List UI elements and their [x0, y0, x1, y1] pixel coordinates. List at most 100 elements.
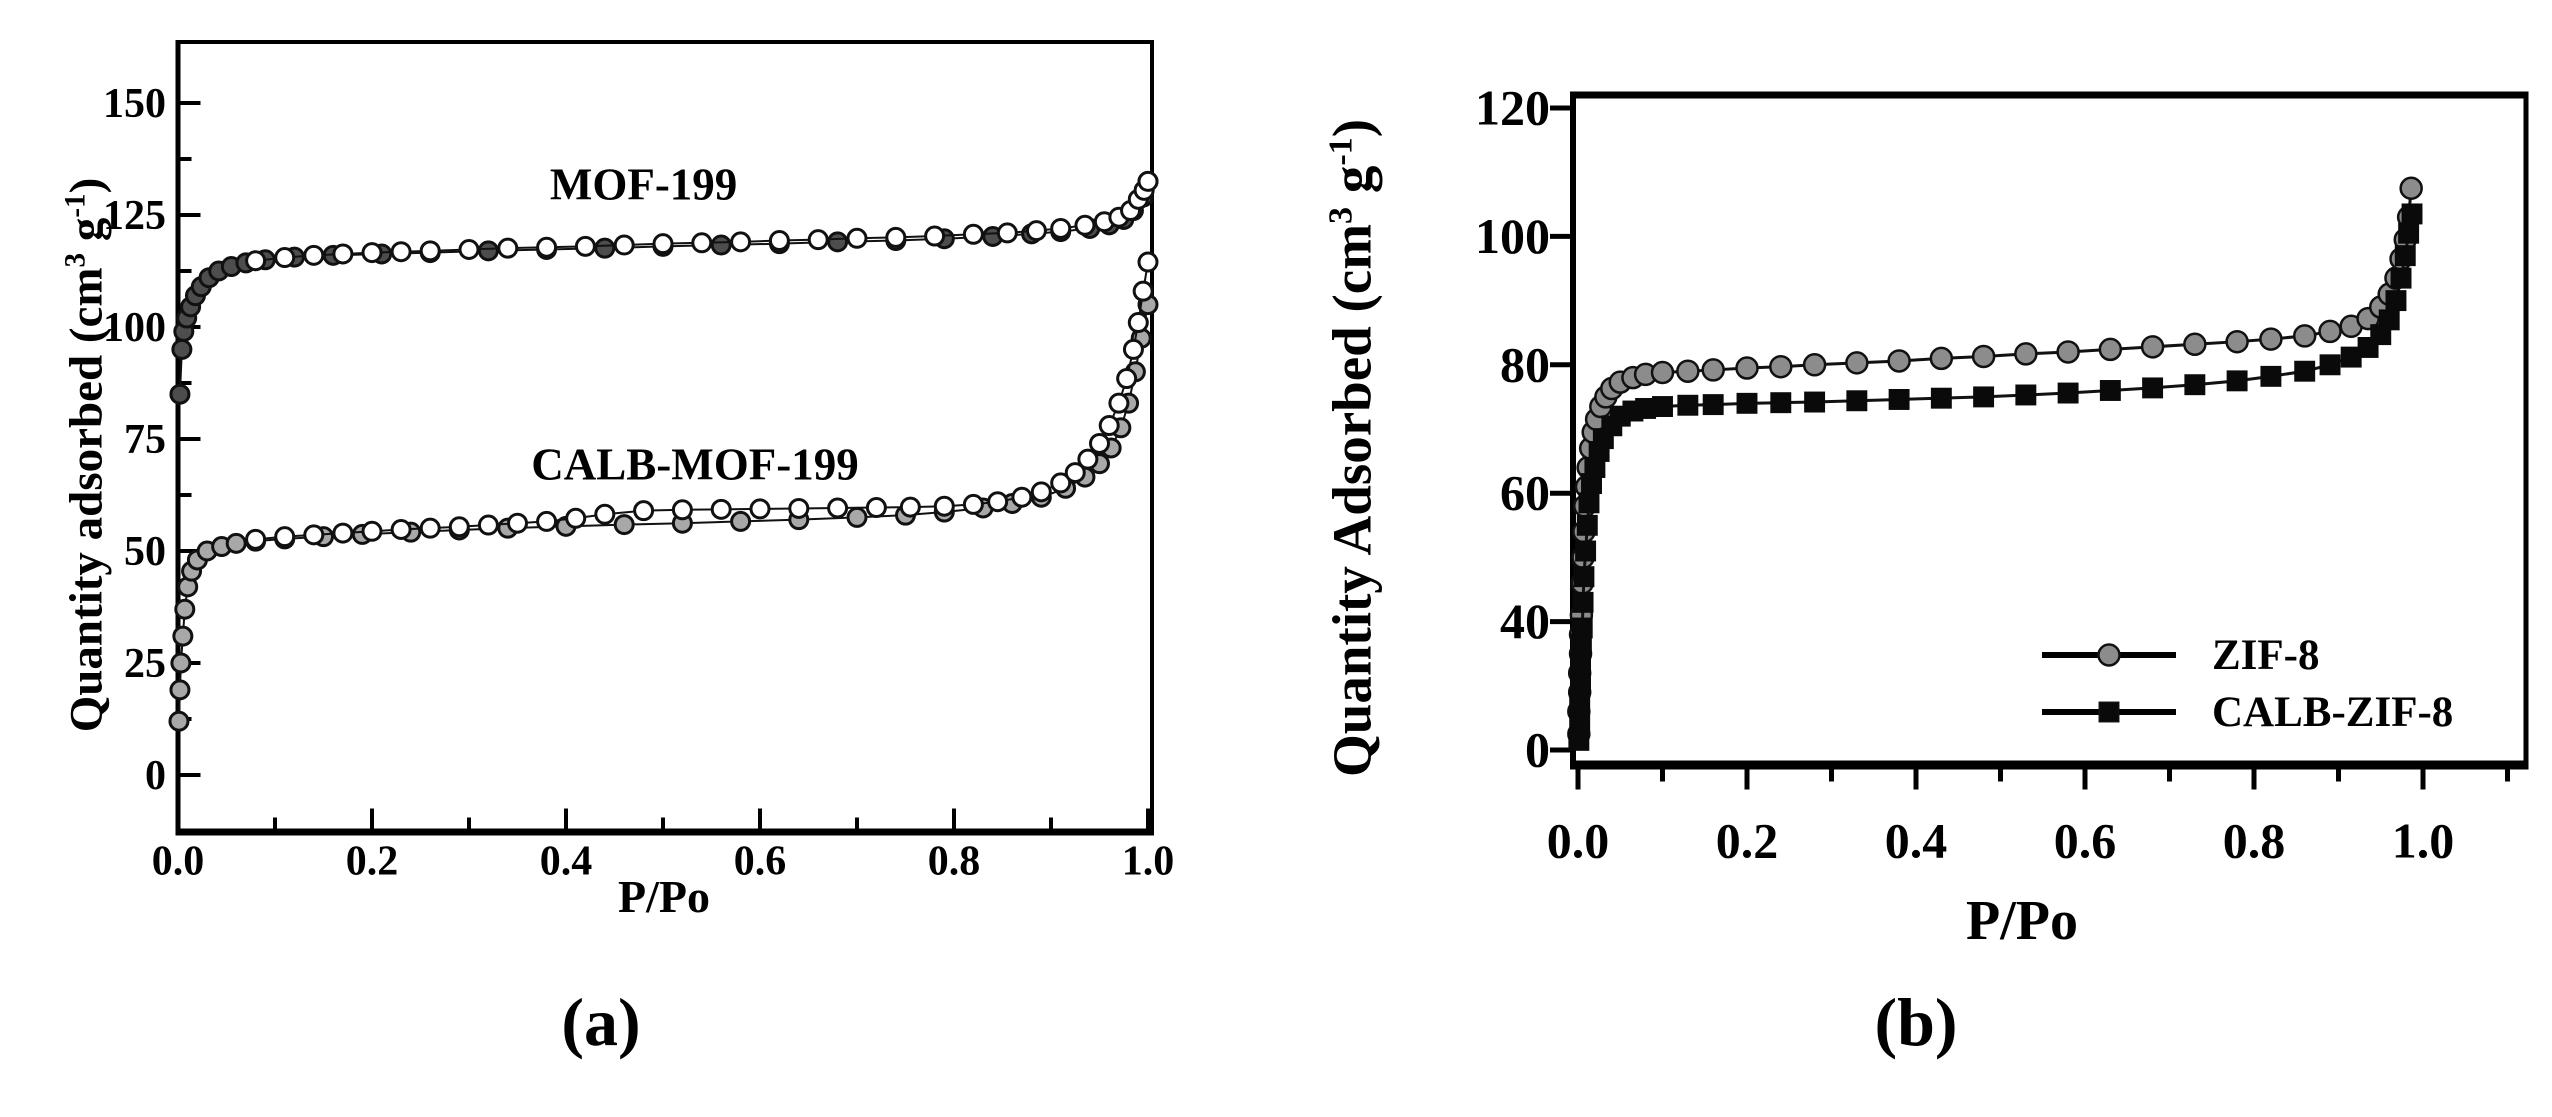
- marker-CALB-ZIF-8: [2099, 380, 2121, 401]
- marker-ZIF-8: [2056, 340, 2080, 364]
- marker-CALB-ZIF-8: [1568, 729, 1590, 751]
- marker-CALB-MOF-199-desorption: [303, 524, 325, 546]
- marker-CALB-ZIF-8: [1576, 514, 1598, 536]
- marker-CALB-ZIF-8: [2378, 309, 2400, 331]
- marker-MOF-199-desorption: [361, 242, 383, 264]
- marker-MOF-199-desorption: [1050, 217, 1072, 239]
- caption-a: (a): [561, 984, 641, 1060]
- marker-CALB-ZIF-8: [1571, 617, 1593, 639]
- marker-ZIF-8: [1845, 351, 1869, 375]
- marker-CALB-ZIF-8: [1569, 691, 1591, 713]
- marker-CALB-ZIF-8: [2294, 360, 2316, 382]
- marker-MOF-199-desorption: [419, 240, 441, 262]
- y-tick-label-b: 120: [1475, 80, 1550, 136]
- x-tick-label-a: 0.6: [734, 839, 787, 885]
- marker-CALB-ZIF-8: [1570, 652, 1591, 674]
- marker-CALB-ZIF-8: [1846, 390, 1868, 412]
- marker-MOF-199-desorption: [691, 232, 713, 254]
- marker-CALB-MOF-199-desorption: [1122, 338, 1144, 360]
- marker-CALB-MOF-199-desorption: [1011, 486, 1033, 508]
- marker-CALB-ZIF-8: [2184, 374, 2206, 396]
- marker-MOF-199-desorption: [1025, 220, 1047, 242]
- y-tick-label-b: 100: [1475, 208, 1550, 264]
- y-tick-label-b: 60: [1500, 465, 1550, 521]
- marker-MOF-199-adsorption: [169, 383, 191, 405]
- marker-CALB-ZIF-8: [2390, 267, 2412, 289]
- marker-MOF-199-desorption: [807, 229, 829, 251]
- marker-CALB-ZIF-8: [2226, 370, 2248, 392]
- marker-ZIF-8: [2292, 324, 2317, 348]
- marker-CALB-ZIF-8: [2015, 384, 2037, 406]
- y-tick-label-a: 50: [124, 529, 166, 575]
- marker-ZIF-8: [1769, 354, 1793, 379]
- legend-marker-ZIF-8: [2097, 643, 2121, 667]
- marker-ZIF-8: [2183, 332, 2207, 357]
- marker-CALB-MOF-199-adsorption: [174, 598, 196, 620]
- marker-ZIF-8: [1650, 360, 1675, 385]
- marker-CALB-MOF-199-desorption: [1108, 392, 1130, 414]
- marker-CALB-ZIF-8: [1570, 672, 1591, 694]
- marker-CALB-MOF-199-desorption: [245, 528, 267, 550]
- x-axis-label-a: P/Po: [618, 871, 710, 922]
- caption-b: (b): [1874, 984, 1958, 1060]
- marker-CALB-ZIF-8: [2398, 222, 2420, 244]
- marker-MOF-199-adsorption: [594, 237, 616, 259]
- marker-CALB-ZIF-8: [1572, 591, 1594, 613]
- x-tick-label-b: 1.0: [2392, 813, 2455, 869]
- marker-CALB-MOF-199-desorption: [419, 517, 441, 539]
- marker-CALB-ZIF-8: [1569, 710, 1591, 732]
- marker-CALB-ZIF-8: [1575, 540, 1597, 562]
- x-tick-label-a: 0.4: [540, 839, 593, 885]
- marker-CALB-MOF-199-desorption: [933, 495, 955, 517]
- marker-MOF-199-desorption: [245, 250, 267, 272]
- marker-CALB-MOF-199-desorption: [1077, 448, 1099, 470]
- marker-MOF-199-adsorption: [827, 231, 849, 253]
- series-line-CALB-MOF-199-adsorption: [177, 304, 1149, 722]
- legend-label-CALB-ZIF-8: CALB-ZIF-8: [2212, 689, 2453, 736]
- marker-CALB-MOF-199-desorption: [987, 491, 1009, 513]
- marker-CALB-ZIF-8: [1770, 392, 1792, 414]
- marker-CALB-MOF-199-adsorption: [168, 710, 190, 732]
- marker-MOF-199-desorption: [574, 235, 596, 257]
- marker-MOF-199-desorption: [332, 243, 354, 265]
- series-label-CALB-MOF-199: CALB-MOF-199: [531, 439, 858, 489]
- marker-CALB-ZIF-8: [1973, 386, 1995, 408]
- marker-CALB-MOF-199-desorption: [361, 520, 383, 542]
- marker-ZIF-8: [1971, 344, 1996, 369]
- marker-CALB-MOF-199-desorption: [710, 498, 732, 520]
- marker-MOF-199-desorption: [497, 237, 519, 259]
- marker-CALB-ZIF-8: [1652, 396, 1673, 417]
- series-label-MOF-199: MOF-199: [550, 159, 737, 209]
- marker-CALB-MOF-199-desorption: [1098, 415, 1120, 437]
- marker-CALB-MOF-199-desorption: [1127, 312, 1149, 334]
- marker-CALB-ZIF-8: [1804, 391, 1826, 413]
- y-axis-label-b: Quantity Adsorbed (cm3 g-1): [1321, 118, 1383, 778]
- marker-MOF-199-desorption: [613, 234, 635, 256]
- y-tick-label-b: 40: [1500, 593, 1550, 649]
- marker-CALB-MOF-199-desorption: [749, 498, 771, 520]
- x-tick-label-b: 0.0: [1547, 813, 1610, 869]
- y-tick-label-a: 150: [103, 81, 166, 127]
- marker-CALB-ZIF-8: [1578, 492, 1600, 514]
- marker-ZIF-8: [2259, 327, 2283, 351]
- marker-MOF-199-desorption: [768, 230, 790, 252]
- marker-MOF-199-desorption: [1137, 170, 1159, 192]
- marker-CALB-MOF-199-adsorption: [169, 679, 191, 701]
- marker-MOF-199-desorption: [458, 238, 480, 260]
- x-tick-label-b: 0.8: [2223, 813, 2286, 869]
- marker-CALB-MOF-199-desorption: [390, 518, 412, 540]
- x-tick-label-b: 0.4: [1885, 813, 1948, 869]
- marker-MOF-199-desorption: [996, 222, 1018, 244]
- marker-CALB-MOF-199-desorption: [1050, 472, 1072, 494]
- x-tick-label-a: 0.2: [346, 839, 399, 885]
- marker-CALB-MOF-199-adsorption: [613, 514, 635, 536]
- y-tick-label-a: 125: [103, 193, 166, 239]
- marker-CALB-ZIF-8: [2260, 365, 2282, 387]
- marker-CALB-MOF-199-desorption: [536, 510, 558, 532]
- marker-CALB-MOF-199-adsorption: [225, 532, 247, 554]
- marker-CALB-ZIF-8: [1888, 389, 1910, 410]
- marker-CALB-MOF-199-desorption: [448, 516, 470, 538]
- marker-MOF-199-desorption: [274, 247, 296, 269]
